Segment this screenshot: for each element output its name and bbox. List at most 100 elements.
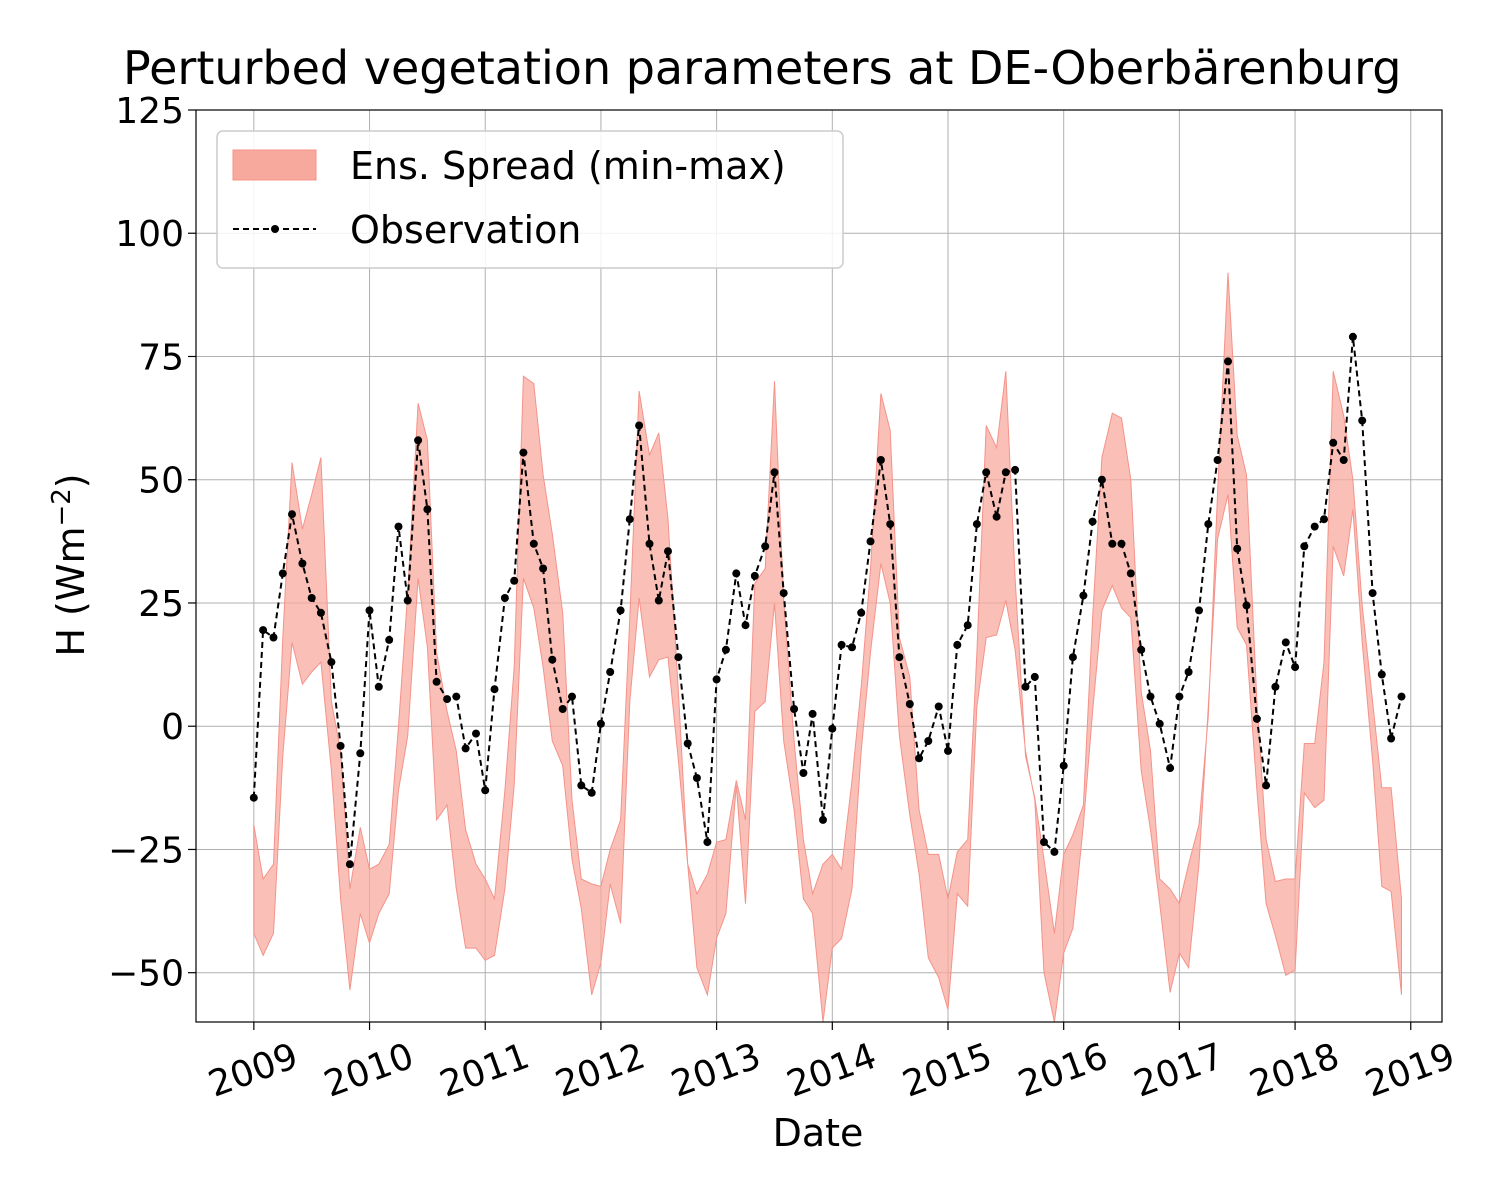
- observation-point: [452, 692, 461, 701]
- observation-point: [394, 522, 403, 531]
- observation-point: [316, 608, 325, 617]
- observation-point: [249, 793, 258, 802]
- y-tick-label: 0: [161, 707, 184, 748]
- observation-point: [548, 655, 557, 664]
- y-tick-label: 50: [138, 461, 184, 502]
- observation-point: [1079, 591, 1088, 600]
- observation-point: [1224, 357, 1232, 366]
- observation-point: [336, 741, 345, 750]
- observation-point: [490, 685, 499, 694]
- y-axis-label: H (Wm−2): [47, 473, 93, 656]
- observation-point: [365, 606, 374, 615]
- observation-point: [721, 645, 730, 654]
- observation-point: [269, 633, 278, 642]
- observation-point: [1146, 692, 1155, 701]
- observation-point: [1233, 544, 1242, 553]
- legend-label-observation: Observation: [350, 208, 581, 252]
- observation-point: [674, 653, 683, 662]
- observation-point: [992, 512, 1001, 521]
- observation-point: [443, 695, 452, 704]
- observation-point: [1348, 332, 1357, 341]
- observation-point: [1329, 438, 1338, 447]
- observation-point: [625, 515, 634, 524]
- observation-point: [750, 571, 759, 580]
- observation-point: [1213, 456, 1222, 464]
- observation-point: [500, 594, 509, 602]
- observation-point: [924, 737, 933, 745]
- observation-point: [587, 788, 596, 797]
- observation-point: [1001, 468, 1010, 477]
- legend-label-spread: Ens. Spread (min-max): [350, 144, 786, 188]
- observation-point: [1021, 682, 1030, 691]
- y-axis-label-end: ): [49, 473, 93, 488]
- observation-point: [1271, 682, 1280, 691]
- observation-point: [345, 860, 354, 869]
- observation-point: [1097, 475, 1106, 484]
- observation-point: [414, 436, 423, 445]
- observation-point: [1281, 638, 1290, 647]
- observation-point: [712, 675, 721, 684]
- observation-point: [819, 815, 827, 824]
- observation-point: [683, 739, 692, 748]
- observation-point: [1377, 670, 1386, 679]
- observation-point: [606, 668, 615, 676]
- observation-point: [828, 724, 837, 733]
- chart-title: Perturbed vegetation parameters at DE-Ob…: [123, 41, 1401, 95]
- observation-point: [1300, 542, 1309, 551]
- observation-point: [1242, 601, 1251, 610]
- observation-point: [529, 539, 538, 548]
- legend: Ens. Spread (min-max) Observation: [216, 130, 844, 269]
- observation-line: [252, 336, 1403, 865]
- ensemble-spread-area: [253, 272, 1402, 1023]
- observation-point: [635, 421, 644, 430]
- observation-point: [1310, 522, 1319, 531]
- observation-point: [327, 658, 336, 667]
- y-tick-label: 25: [138, 584, 184, 625]
- observation-point: [934, 702, 943, 711]
- observation-point: [1204, 520, 1213, 529]
- observation-point: [307, 594, 316, 602]
- observation-point: [703, 838, 712, 847]
- y-tick-label: 75: [138, 337, 184, 378]
- observation-point: [915, 754, 924, 763]
- observation-point: [1262, 781, 1271, 790]
- observation-point: [790, 705, 799, 713]
- observation-point: [857, 608, 866, 617]
- observation-point: [385, 635, 394, 644]
- observation-point: [423, 505, 432, 514]
- observation-point: [539, 564, 548, 573]
- observation-point: [982, 468, 991, 477]
- observation-point: [1252, 714, 1261, 723]
- observation-point: [1137, 645, 1146, 654]
- ensemble-spread-band: [253, 272, 1402, 1023]
- observation-point: [963, 621, 972, 630]
- observation-point: [1368, 589, 1377, 598]
- observation-point: [1358, 416, 1367, 425]
- observation-point: [616, 606, 625, 615]
- observation-point: [356, 749, 365, 758]
- observation-point: [886, 520, 895, 529]
- y-tick-label: 125: [115, 91, 184, 132]
- y-axis-label-main: H (Wm: [49, 527, 93, 657]
- observation-point: [972, 520, 981, 529]
- observation-point: [1108, 539, 1117, 548]
- observation-point: [1068, 653, 1077, 662]
- observation-point: [288, 510, 296, 519]
- observation-point: [905, 700, 914, 708]
- observation-point: [692, 774, 701, 782]
- observation-point: [1166, 764, 1175, 773]
- observation-point: [799, 769, 808, 777]
- observation-point: [1155, 719, 1164, 728]
- observation-point: [1291, 663, 1300, 672]
- observation-point: [732, 569, 741, 578]
- observation-point: [645, 539, 654, 548]
- observation-point: [1320, 515, 1328, 524]
- observation-point: [953, 640, 962, 649]
- observation-point: [259, 626, 268, 635]
- observation-point: [519, 448, 528, 457]
- observation-point: [1195, 606, 1203, 615]
- y-axis-label-superscript: −2: [47, 488, 77, 526]
- observation-point: [770, 468, 779, 477]
- observation-point: [558, 705, 567, 713]
